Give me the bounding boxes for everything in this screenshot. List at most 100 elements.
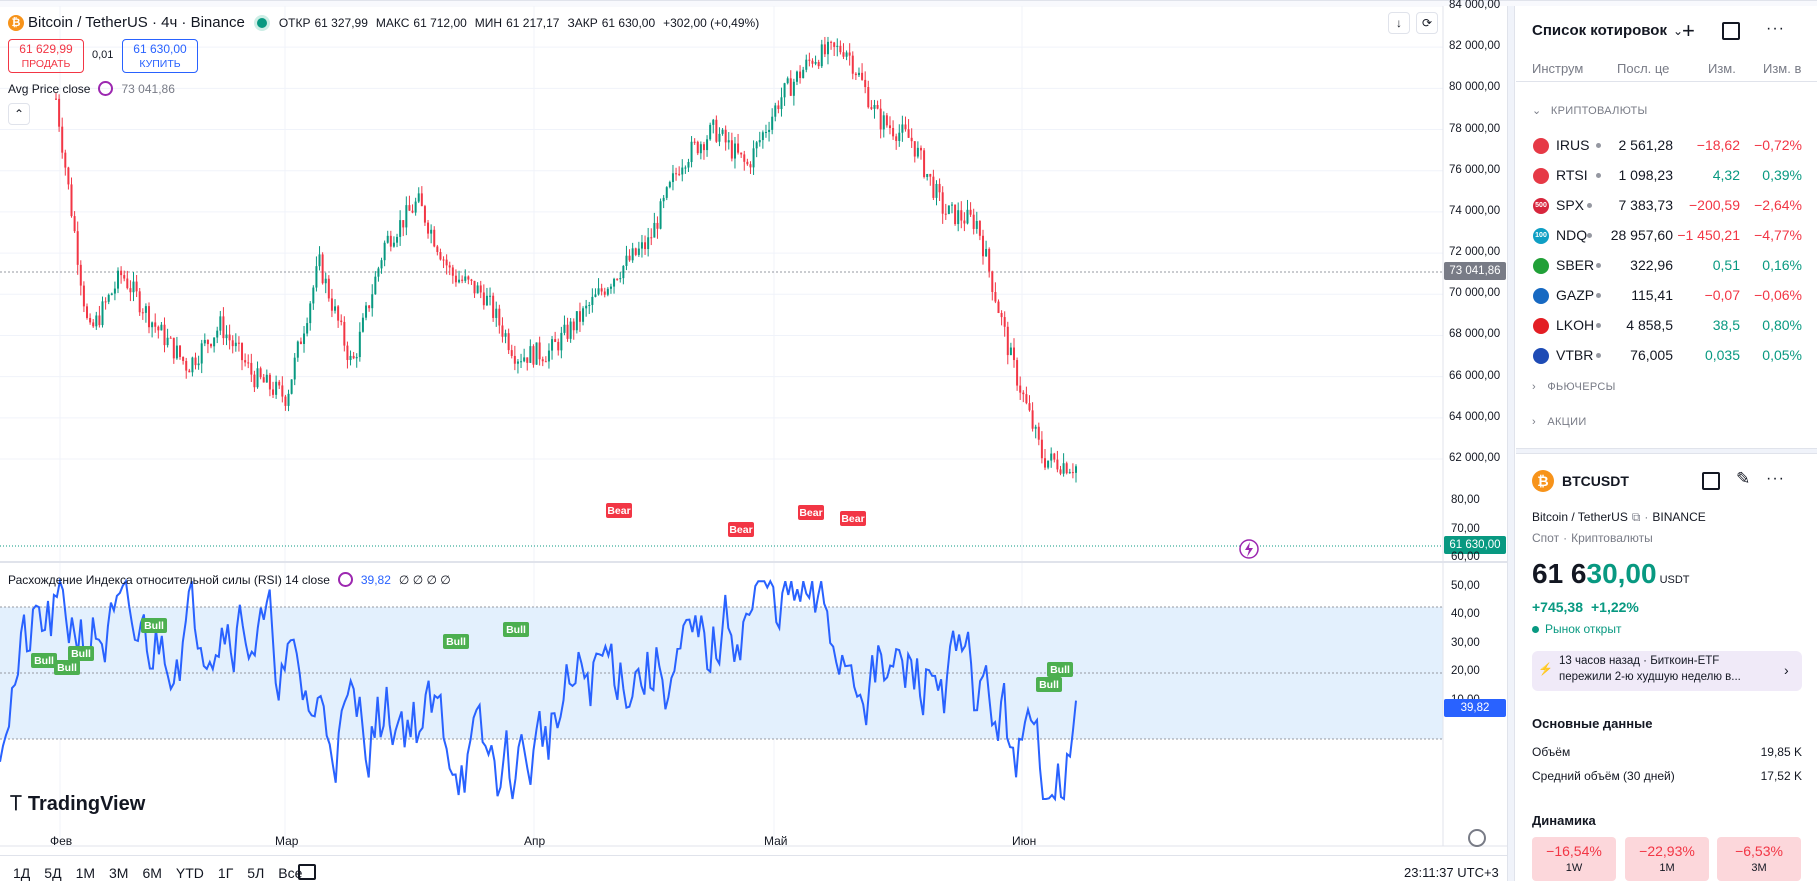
range-button[interactable]: 5Д [44, 865, 62, 881]
rsi-tick-label: 80,00 [1451, 494, 1480, 506]
high-label: МАКС [375, 15, 410, 30]
column-change-pct[interactable]: Изм. в [1763, 61, 1802, 76]
collapse-chevron-up-icon[interactable]: ⌃ [8, 103, 30, 125]
watchlist-row[interactable]: SBER 322,96 0,51 0,16% [1516, 250, 1817, 280]
tradingview-logo[interactable]: ⟙ TradingView [10, 793, 145, 816]
buy-button[interactable]: 61 630,00 КУПИТЬ [122, 39, 198, 73]
dynamics-1m[interactable]: −22,93% 1M [1625, 837, 1709, 881]
time-axis[interactable]: Фев Мар Апр Май Июн [0, 834, 1443, 854]
bull-signal-badge[interactable]: Bull [1047, 662, 1073, 677]
rsi-tick-label: 40,00 [1451, 608, 1480, 620]
candle-body [727, 140, 730, 143]
details-header[interactable]: ₿ BTCUSDT [1532, 470, 1629, 492]
rsi-legend[interactable]: Расхождение Индекса относительной силы (… [8, 572, 451, 587]
column-instrument[interactable]: Инструм [1532, 61, 1584, 76]
watchlist-row[interactable]: RTSI 1 098,23 4,32 0,39% [1516, 160, 1817, 190]
candle-body [699, 144, 702, 154]
watchlist-title-dropdown[interactable]: Список котировок ⌄ [1532, 22, 1683, 39]
candle-body [135, 281, 138, 292]
candle-body [89, 317, 92, 323]
candle-body [1047, 460, 1050, 468]
range-button[interactable]: Все [278, 865, 303, 881]
time-axis-label: Май [764, 834, 788, 848]
advanced-view-icon[interactable] [1722, 22, 1740, 40]
range-button[interactable]: 3М [109, 865, 129, 881]
add-symbol-plus-icon[interactable]: + [1682, 18, 1695, 43]
refresh-icon[interactable]: ⟳ [1416, 12, 1438, 34]
candle-body [1059, 469, 1062, 474]
bear-signal-badge[interactable]: Bear [728, 522, 754, 537]
details-name[interactable]: Bitcoin / TetherUS [1532, 510, 1628, 524]
watchlist-row[interactable]: IRUS 2 561,28 −18,62 −0,72% [1516, 130, 1817, 160]
candle-body [830, 41, 833, 43]
chevron-right-icon: › [1784, 662, 1789, 678]
status-dot-icon [1532, 625, 1539, 633]
watchlist-row[interactable]: 100 NDQ 28 957,60 −1 450,21 −4,77% [1516, 220, 1817, 250]
price-axis[interactable]: 84 000,00 82 000,00 80 000,00 78 000,00 76 0… [1443, 0, 1507, 560]
candle-body [997, 301, 1000, 313]
bull-signal-badge[interactable]: Bull [54, 660, 80, 675]
arrow-down-icon[interactable]: ↓ [1388, 12, 1410, 34]
candle-body [262, 377, 265, 383]
dynamics-1w[interactable]: −16,54% 1W [1532, 837, 1616, 881]
dynamics-3m[interactable]: −6,53% 3M [1717, 837, 1801, 881]
candle-body [1003, 317, 1006, 327]
row-pct: 0,80% [1762, 317, 1802, 333]
bear-signal-badge[interactable]: Bear [606, 503, 632, 518]
range-button[interactable]: 5Л [247, 865, 265, 881]
price-tick-label: 82 000,00 [1449, 40, 1501, 53]
bull-signal-badge[interactable]: Bull [68, 646, 94, 661]
bull-signal-badge[interactable]: Bull [141, 618, 167, 633]
section-futures[interactable]: › ФЬЮЧЕРСЫ [1532, 381, 1616, 393]
candle-body [101, 301, 104, 326]
sell-button[interactable]: 61 629,99 ПРОДАТЬ [8, 39, 84, 73]
bear-label: Bear [799, 507, 822, 519]
edit-pencil-icon[interactable]: ✎ [1736, 469, 1751, 488]
candle-body [826, 41, 829, 55]
external-link-icon[interactable]: ⧉ [1631, 510, 1641, 524]
candle-body [923, 150, 926, 177]
panel-resize-handle[interactable] [1507, 6, 1515, 881]
range-button[interactable]: 1Д [13, 865, 31, 881]
candle-body [609, 286, 612, 289]
volume-value: 19,85 K [1760, 745, 1802, 759]
layout-grid-icon[interactable] [1702, 472, 1720, 490]
more-options-icon[interactable]: ··· [1766, 20, 1785, 37]
more-options-icon[interactable]: ··· [1766, 470, 1785, 487]
calendar-icon[interactable] [298, 864, 316, 880]
bear-signal-badge[interactable]: Bear [798, 505, 824, 520]
range-button[interactable]: 1Г [217, 865, 234, 881]
bull-signal-badge[interactable]: Bull [1036, 677, 1062, 692]
candle-body [203, 339, 206, 344]
candle-body [836, 45, 839, 47]
news-source: Биткоин-ETF [1650, 655, 1720, 667]
candle-body [188, 370, 191, 373]
range-button[interactable]: 1М [75, 865, 96, 881]
column-last[interactable]: Посл. це [1617, 61, 1670, 76]
bear-signal-badge[interactable]: Bear [840, 511, 866, 526]
watchlist-row[interactable]: LKOH 4 858,5 38,5 0,80% [1516, 310, 1817, 340]
row-symbol: GAZP [1556, 287, 1595, 303]
chart-settings-icon[interactable] [1468, 829, 1486, 847]
avg-price-legend[interactable]: Avg Price close 73 041,86 [8, 81, 175, 96]
candle-body [216, 330, 219, 338]
news-card[interactable]: ⚡ 13 часов назад · Биткоин-ETF пережили … [1532, 651, 1802, 691]
candle-body [492, 295, 495, 318]
section-stocks[interactable]: › АКЦИИ [1532, 416, 1587, 428]
watchlist-row[interactable]: 500 SPX 7 383,73 −200,59 −2,64% [1516, 190, 1817, 220]
bull-signal-badge[interactable]: Bull [503, 622, 529, 637]
panel-divider[interactable] [1516, 448, 1817, 454]
section-crypto[interactable]: ⌄ КРИПТОВАЛЮТЫ [1532, 104, 1648, 117]
candle-body [662, 197, 665, 202]
watchlist-row[interactable]: VTBR 76,005 0,035 0,05% [1516, 340, 1817, 370]
candle-body [749, 164, 752, 168]
watchlist-row[interactable]: GAZP 115,41 −0,07 −0,06% [1516, 280, 1817, 310]
bull-signal-badge[interactable]: Bull [443, 634, 469, 649]
status-dot-icon [1596, 293, 1601, 298]
range-button[interactable]: 6М [142, 865, 162, 881]
range-button[interactable]: YTD [175, 865, 204, 881]
bull-signal-badge[interactable]: Bull [31, 653, 57, 668]
symbol-title[interactable]: Bitcoin / TetherUS · 4ч · Binance [28, 14, 245, 31]
column-change[interactable]: Изм. [1708, 61, 1736, 76]
